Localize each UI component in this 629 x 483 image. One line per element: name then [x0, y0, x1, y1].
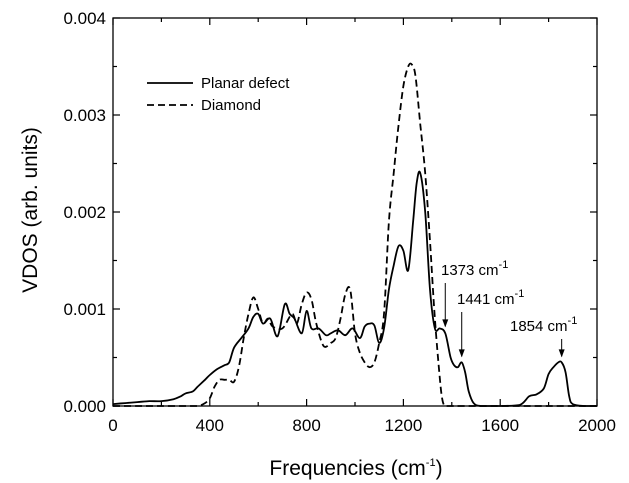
- annotations: 1373 cm-1 1441 cm-1 1854 cm-1: [441, 259, 577, 358]
- y-tick-label: 0.003: [63, 106, 106, 125]
- legend-label: Planar defect: [201, 75, 290, 92]
- y-tick-label: 0.000: [63, 397, 106, 416]
- x-tick-label: 1200: [384, 416, 422, 435]
- annotation-label: 1854 cm-1: [510, 315, 577, 335]
- annotation-arrow-head: [558, 349, 565, 358]
- annotation-label: 1373 cm-1: [441, 259, 508, 279]
- x-tick-label: 1600: [481, 416, 519, 435]
- x-tick-label: 2000: [578, 416, 616, 435]
- x-tick-label: 0: [108, 416, 117, 435]
- y-tick-label: 0.004: [63, 9, 106, 28]
- x-axis-title: Frequencies (cm-1): [269, 457, 442, 480]
- series-line-diamond: [113, 62, 597, 407]
- legend: Planar defect Diamond: [147, 75, 290, 114]
- annotation-arrow-head: [442, 319, 449, 328]
- plot-border: [112, 17, 598, 407]
- annotation-label: 1441 cm-1: [457, 288, 524, 308]
- series-line-planar-defect: [112, 170, 597, 407]
- x-axis-title-suffix: ): [436, 457, 443, 480]
- plot-frame: [112, 17, 598, 407]
- x-axis-title-main: Frequencies (cm: [269, 457, 425, 480]
- series-layer: [112, 62, 597, 407]
- y-tick-label: 0.002: [63, 203, 106, 222]
- y-axis-title: VDOS (arb. units): [19, 127, 42, 293]
- axis-ticks: 0 400 800 1200 1600 2000 0.000 0.001 0.002 0.003 0…: [63, 9, 615, 435]
- legend-label: Diamond: [201, 97, 261, 114]
- y-tick-label: 0.001: [63, 300, 106, 319]
- x-axis-title-sup: -1: [426, 457, 436, 469]
- x-tick-label: 400: [196, 416, 224, 435]
- x-tick-label: 800: [292, 416, 320, 435]
- annotation-arrow-head: [458, 349, 465, 358]
